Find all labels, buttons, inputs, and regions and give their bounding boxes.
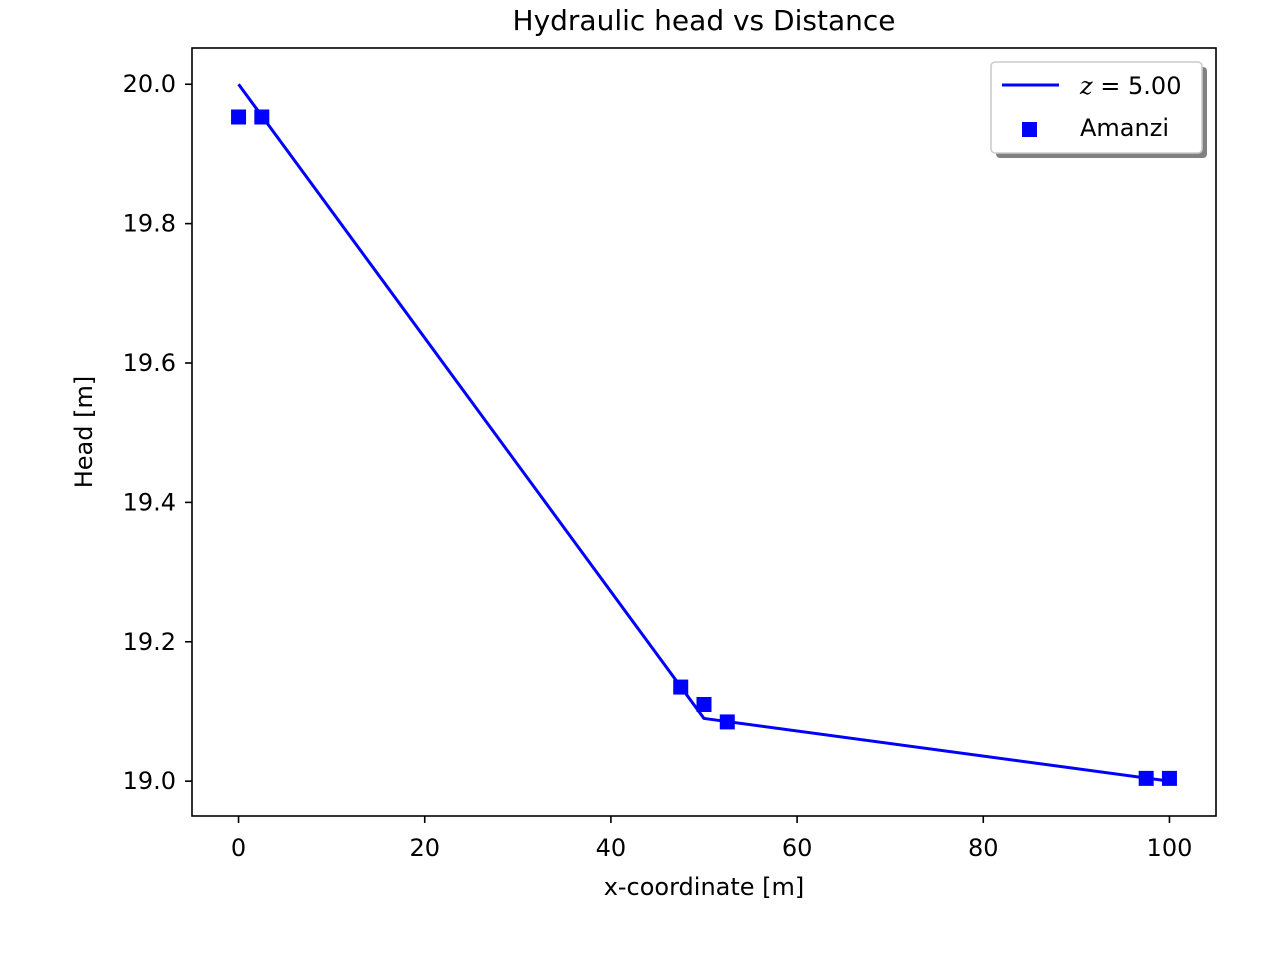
amanzi-point (696, 696, 712, 712)
x-tick-label: 20 (409, 834, 440, 862)
y-tick-label: 20.0 (123, 70, 176, 98)
series-line-z-5 (237, 83, 1170, 783)
chart-title: Hydraulic head vs Distance (513, 4, 896, 37)
amanzi-point (1161, 770, 1177, 786)
x-tick-label: 80 (968, 834, 999, 862)
legend-scatter-swatch (1022, 122, 1037, 137)
axes-frame (191, 47, 1217, 817)
x-tick-label: 60 (782, 834, 813, 862)
y-tick-label: 19.4 (123, 488, 176, 516)
legend-line-label-value: = 5.00 (1093, 72, 1182, 100)
y-axis-label: Head [m] (70, 376, 98, 489)
y-tick-label: 19.6 (123, 349, 176, 377)
amanzi-point (719, 714, 735, 730)
y-tick-label: 19.0 (123, 767, 176, 795)
data-layer (231, 83, 1177, 786)
x-tick-label: 40 (596, 834, 627, 862)
amanzi-point (1138, 770, 1154, 786)
amanzi-point (231, 109, 247, 125)
y-tick-label: 19.2 (123, 628, 176, 656)
y-tick-label: 19.8 (123, 210, 176, 238)
x-axis-label: x-coordinate [m] (604, 873, 805, 901)
x-axis: 0 20 40 60 80 100 (231, 816, 1192, 862)
legend-line-label: z = 5.00 (1079, 72, 1181, 100)
amanzi-point (254, 109, 270, 125)
legend: z = 5.00 Amanzi (990, 61, 1207, 158)
x-tick-label: 100 (1147, 834, 1193, 862)
legend-line-label-variable: z (1079, 72, 1093, 100)
legend-scatter-label: Amanzi (1080, 114, 1169, 142)
y-axis: 19.0 19.2 19.4 19.6 19.8 20.0 (123, 70, 192, 795)
amanzi-point (673, 679, 689, 695)
plot-area (191, 47, 1217, 817)
x-tick-label: 0 (231, 834, 246, 862)
